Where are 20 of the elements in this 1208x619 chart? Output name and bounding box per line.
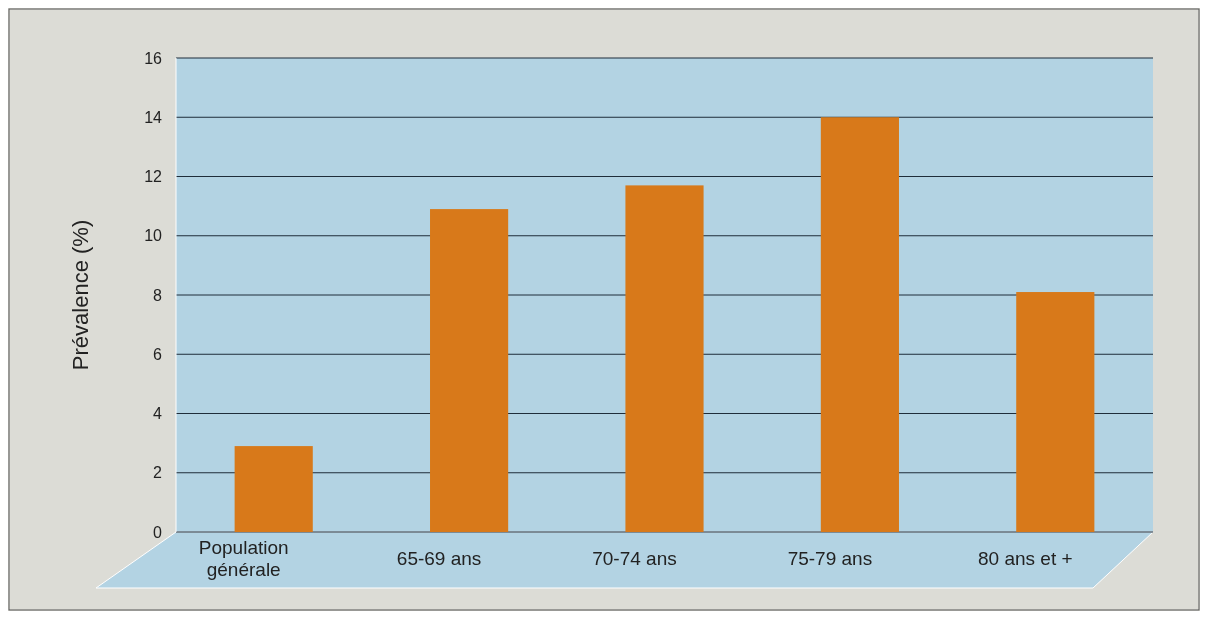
bar <box>430 209 509 532</box>
x-tick-label: 65-69 ans <box>396 548 482 569</box>
bar <box>234 446 313 532</box>
y-tick-label: 4 <box>153 405 163 423</box>
bar <box>625 185 704 532</box>
x-tick-label: 80 ans et + <box>978 548 1073 569</box>
x-tick-label: Population générale <box>198 537 289 580</box>
y-tick-label: 6 <box>153 345 163 363</box>
y-tick-label: 2 <box>153 464 163 482</box>
y-tick-label: 16 <box>144 49 163 67</box>
x-tick-label: 70-74 ans <box>592 548 677 569</box>
bar <box>1016 292 1095 532</box>
y-tick-label: 12 <box>144 168 163 186</box>
y-axis-title: Prévalence (%) <box>68 219 93 371</box>
y-tick-label: 14 <box>144 108 163 126</box>
y-tick-label: 8 <box>153 286 163 304</box>
y-tick-label: 0 <box>153 523 163 541</box>
bar <box>820 117 899 532</box>
x-tick-label: 75-79 ans <box>787 548 873 569</box>
y-tick-label: 10 <box>144 227 163 245</box>
